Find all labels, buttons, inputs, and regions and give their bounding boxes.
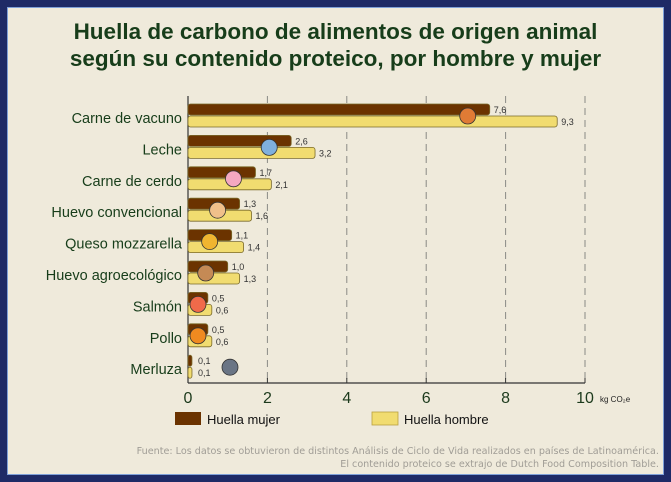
bar-hombre: [187, 366, 193, 379]
bar-mujer: [187, 166, 256, 179]
bar-hombre: [187, 146, 316, 159]
egg-nest-icon: [197, 264, 215, 282]
data-label: 3,2: [319, 148, 332, 158]
category-label: Leche: [142, 142, 182, 158]
legend-swatch-hombre: [371, 411, 399, 426]
data-label: 0,5: [212, 325, 225, 335]
data-label: 0,5: [212, 293, 225, 303]
legend-label-hombre: Huella hombre: [404, 412, 489, 427]
egg-icon: [209, 201, 227, 219]
x-axis-unit: kg CO₂e: [600, 395, 631, 404]
source-note: Fuente: Los datos se obtuvieron de disti…: [137, 445, 659, 471]
data-label: 0,6: [216, 305, 229, 315]
fish-icon: [221, 358, 239, 376]
chart-title: Huella de carbono de alimentos de origen…: [0, 18, 671, 72]
data-label: 1,4: [248, 243, 261, 253]
data-label: 7,6: [494, 105, 507, 115]
pig-icon: [225, 170, 242, 188]
chicken-icon: [189, 327, 207, 345]
data-label: 1,3: [244, 274, 257, 284]
data-label: 0,1: [198, 368, 211, 378]
chart-frame: [3, 3, 668, 479]
source-line-2: El contenido proteico se extrajo de Dutc…: [340, 459, 659, 470]
data-label: 9,3: [561, 117, 574, 127]
legend-label-mujer: Huella mujer: [207, 412, 281, 427]
data-label: 0,1: [198, 356, 211, 366]
cow-icon: [459, 107, 477, 125]
category-label: Pollo: [150, 331, 182, 347]
cheese-icon: [201, 233, 219, 251]
legend-swatch-mujer: [175, 412, 201, 425]
data-label: 1,3: [244, 199, 257, 209]
data-label: 1,1: [236, 231, 249, 241]
source-line-1: Fuente: Los datos se obtuvieron de disti…: [136, 446, 659, 457]
x-tick-label: 2: [263, 390, 272, 407]
x-tick-label: 10: [576, 390, 594, 407]
category-label: Merluza: [130, 362, 183, 378]
chart-background: [7, 7, 664, 475]
bar-mujer: [187, 354, 193, 367]
x-tick-label: 6: [422, 390, 431, 407]
title-line-2: según su contenido proteico, por hombre …: [69, 46, 602, 71]
data-label: 1,0: [232, 262, 245, 272]
milk-carton-icon: [260, 138, 278, 156]
x-tick-label: 0: [184, 390, 193, 407]
category-label: Carne de cerdo: [82, 174, 182, 190]
data-label: 2,1: [275, 180, 288, 190]
category-label: Queso mozzarella: [65, 237, 183, 253]
data-label: 1,6: [256, 211, 269, 221]
data-label: 0,6: [216, 337, 229, 347]
data-label: 1,7: [259, 168, 272, 178]
bar-hombre: [187, 115, 558, 128]
category-label: Salmón: [133, 299, 182, 315]
title-line-1: Huella de carbono de alimentos de origen…: [73, 19, 598, 44]
x-tick-label: 8: [501, 390, 510, 407]
salmon-icon: [189, 295, 207, 313]
data-label: 2,6: [295, 136, 308, 146]
category-label: Huevo convencional: [51, 205, 182, 221]
category-label: Carne de vacuno: [72, 111, 182, 127]
x-tick-label: 4: [342, 390, 351, 407]
bar-mujer: [187, 103, 491, 116]
category-label: Huevo agroecológico: [46, 268, 182, 284]
